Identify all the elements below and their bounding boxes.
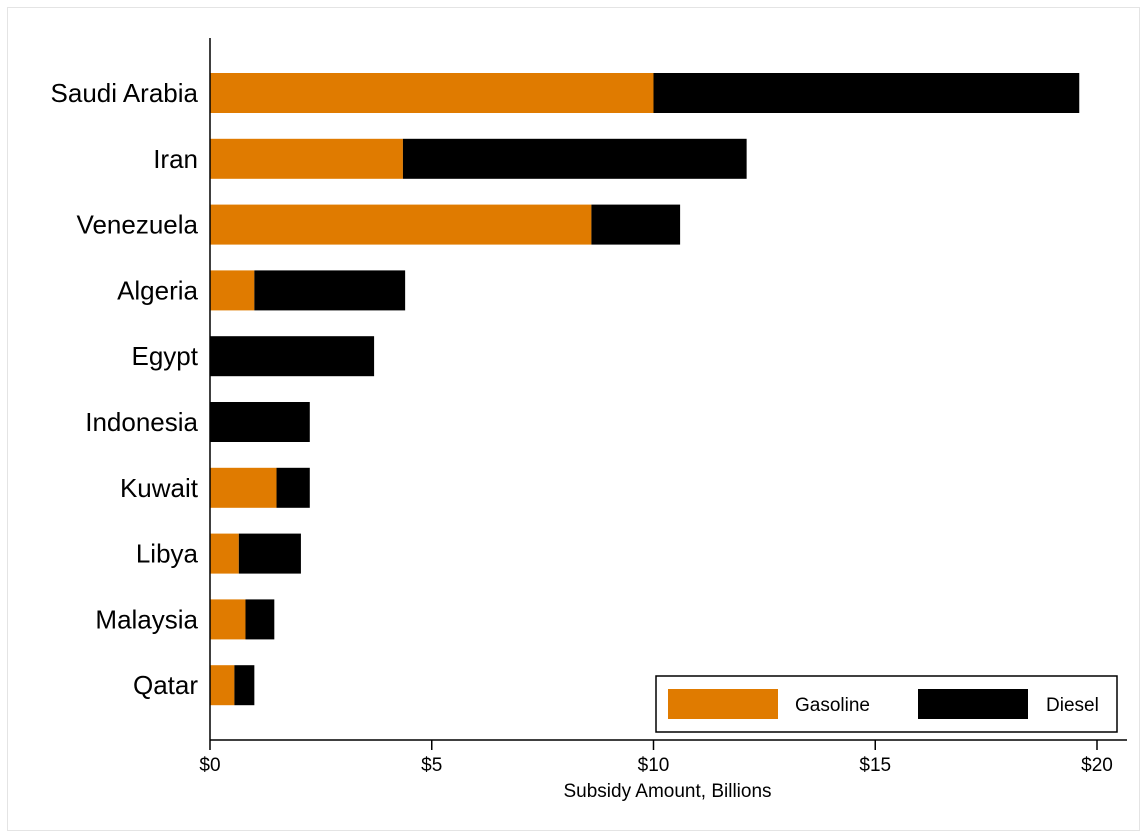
bar-gasoline-venezuela: [210, 204, 592, 245]
bar-diesel-iran: [402, 138, 747, 179]
bar-diesel-venezuela: [591, 204, 681, 245]
bar-gasoline-algeria: [210, 270, 255, 311]
category-labels: Saudi Arabia Iran Venezuela Algeria Egypt Ind…: [51, 78, 199, 700]
x-tick-label: $5: [421, 755, 442, 776]
bar-diesel-malaysia: [245, 599, 275, 640]
category-label: Kuwait: [120, 473, 199, 503]
bar-gasoline-saudi-arabia: [210, 73, 654, 113]
category-label: Egypt: [132, 341, 199, 371]
bar-diesel-libya: [238, 533, 301, 574]
legend-label-gasoline: Gasoline: [795, 695, 870, 716]
x-tick-label: $0: [199, 755, 220, 776]
legend: Gasoline Diesel: [655, 675, 1118, 733]
bar-diesel-qatar: [234, 665, 255, 706]
category-label: Qatar: [133, 670, 198, 700]
x-tick-label: $15: [859, 755, 891, 776]
bar-gasoline-libya: [210, 533, 239, 574]
bar-diesel-algeria: [254, 270, 406, 311]
bar-diesel-kuwait: [276, 467, 310, 508]
bar-diesel-egypt: [210, 336, 375, 377]
category-label: Venezuela: [77, 210, 199, 240]
x-tick-label: $10: [638, 755, 670, 776]
bar-gasoline-iran: [210, 138, 403, 179]
bar-gasoline-qatar: [210, 665, 235, 706]
category-label: Libya: [136, 539, 199, 569]
legend-swatch-diesel: [918, 689, 1028, 719]
bar-gasoline-kuwait: [210, 467, 277, 508]
bar-diesel-indonesia: [210, 402, 310, 442]
bar-gasoline-malaysia: [210, 599, 246, 640]
x-tick-label: $20: [1081, 755, 1113, 776]
legend-swatch-gasoline: [668, 689, 778, 719]
bars-group: [210, 73, 1080, 706]
category-label: Algeria: [117, 275, 198, 305]
category-label: Saudi Arabia: [51, 78, 199, 108]
category-label: Iran: [153, 144, 198, 174]
x-axis-label: Subsidy Amount, Billions: [563, 781, 771, 802]
x-axis-ticks: $0 $5 $10 $15 $20: [199, 740, 1113, 776]
category-label: Malaysia: [95, 604, 198, 634]
category-label: Indonesia: [85, 407, 198, 437]
legend-label-diesel: Diesel: [1046, 695, 1099, 716]
bar-diesel-saudi-arabia: [653, 73, 1080, 113]
